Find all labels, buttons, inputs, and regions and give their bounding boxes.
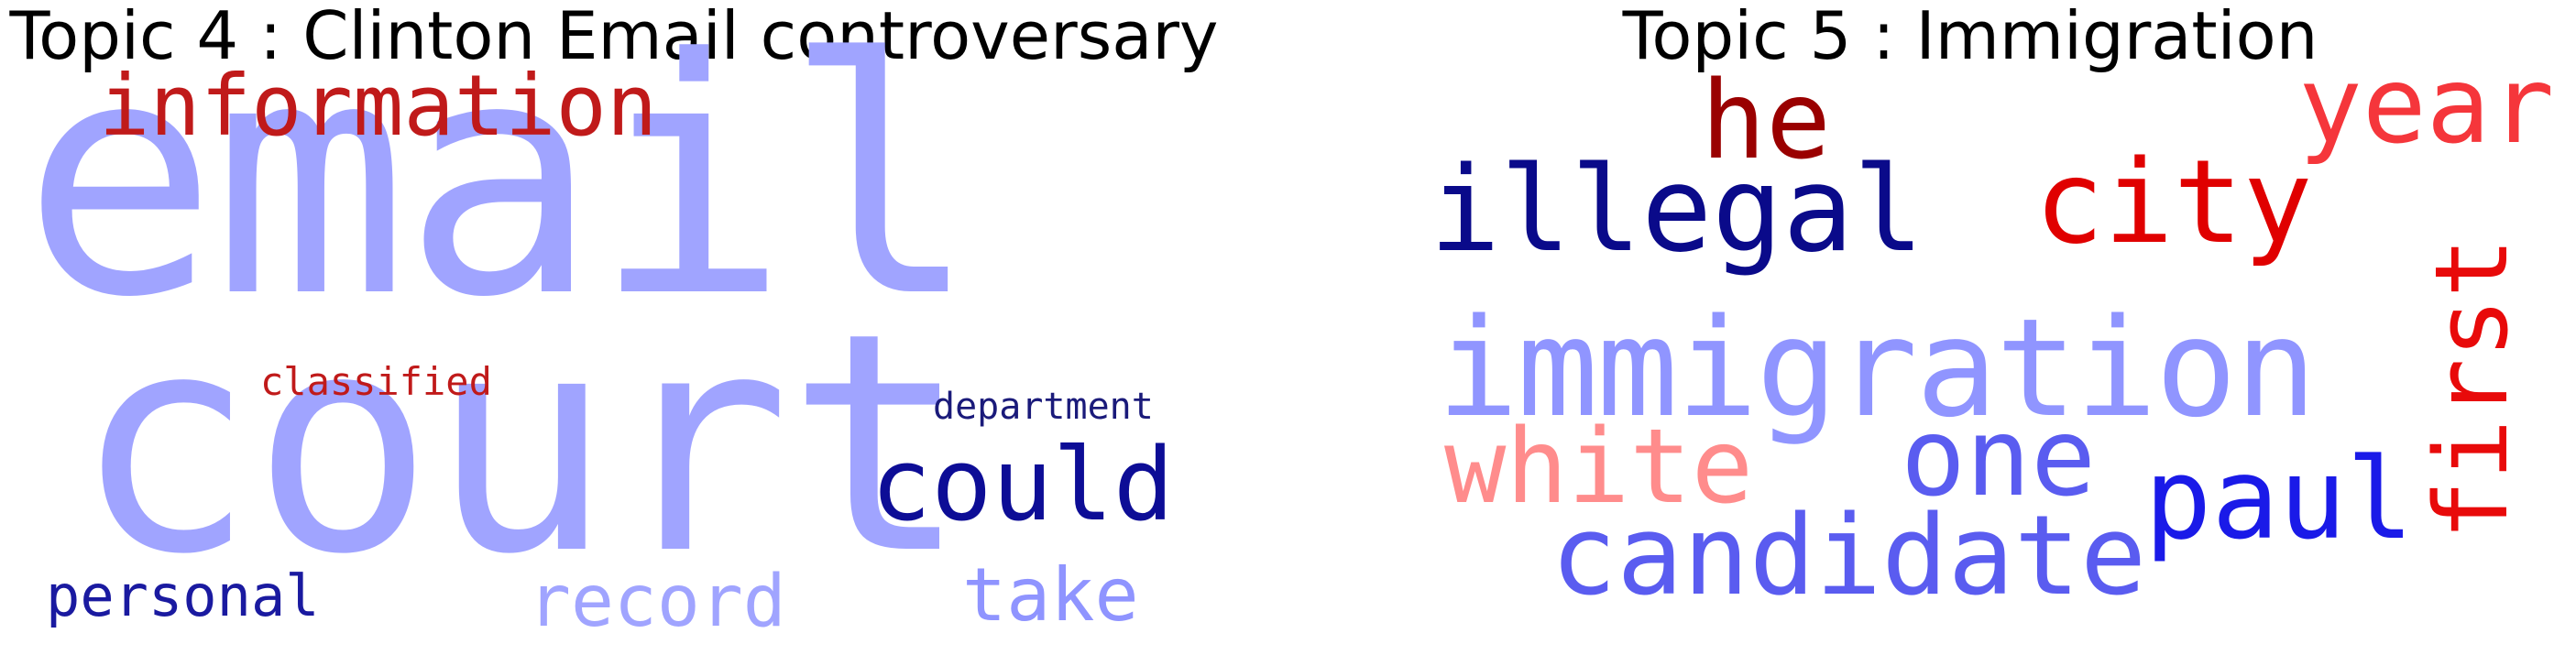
word-cloud: email court information could classified… [0,0,1228,655]
word-paul: paul [2144,434,2414,564]
word-personal: personal [46,562,320,629]
panel-title: Topic 5 : Immigration [1622,0,2318,74]
word-white: white [1444,408,1754,527]
word-immigration: immigration [1437,289,2317,447]
word-city: city [2034,135,2313,269]
word-year: year [2298,44,2555,168]
word-could: could [871,426,1175,543]
word-take: take [962,552,1139,638]
word-classified: classified [260,359,492,404]
word-information: information [99,57,658,155]
wordcloud-panel-topic-5: Topic 5 : Immigration he year illegal ci… [1356,0,2576,655]
word-record: record [528,561,786,643]
word-cloud: he year illegal city first immigration w… [1356,0,2576,655]
word-first: first [2413,236,2530,540]
word-email: email [22,0,980,368]
word-court: court [73,268,969,620]
word-illegal: illegal [1430,142,1924,278]
word-he: he [1701,57,1832,183]
panel-title: Topic 4 : Clinton Email controversary [9,0,1219,74]
word-candidate: candidate [1551,493,2147,620]
word-one: one [1901,394,2097,520]
wordcloud-panel-topic-4: Topic 4 : Clinton Email controversary em… [0,0,1228,655]
word-department: department [933,386,1154,428]
